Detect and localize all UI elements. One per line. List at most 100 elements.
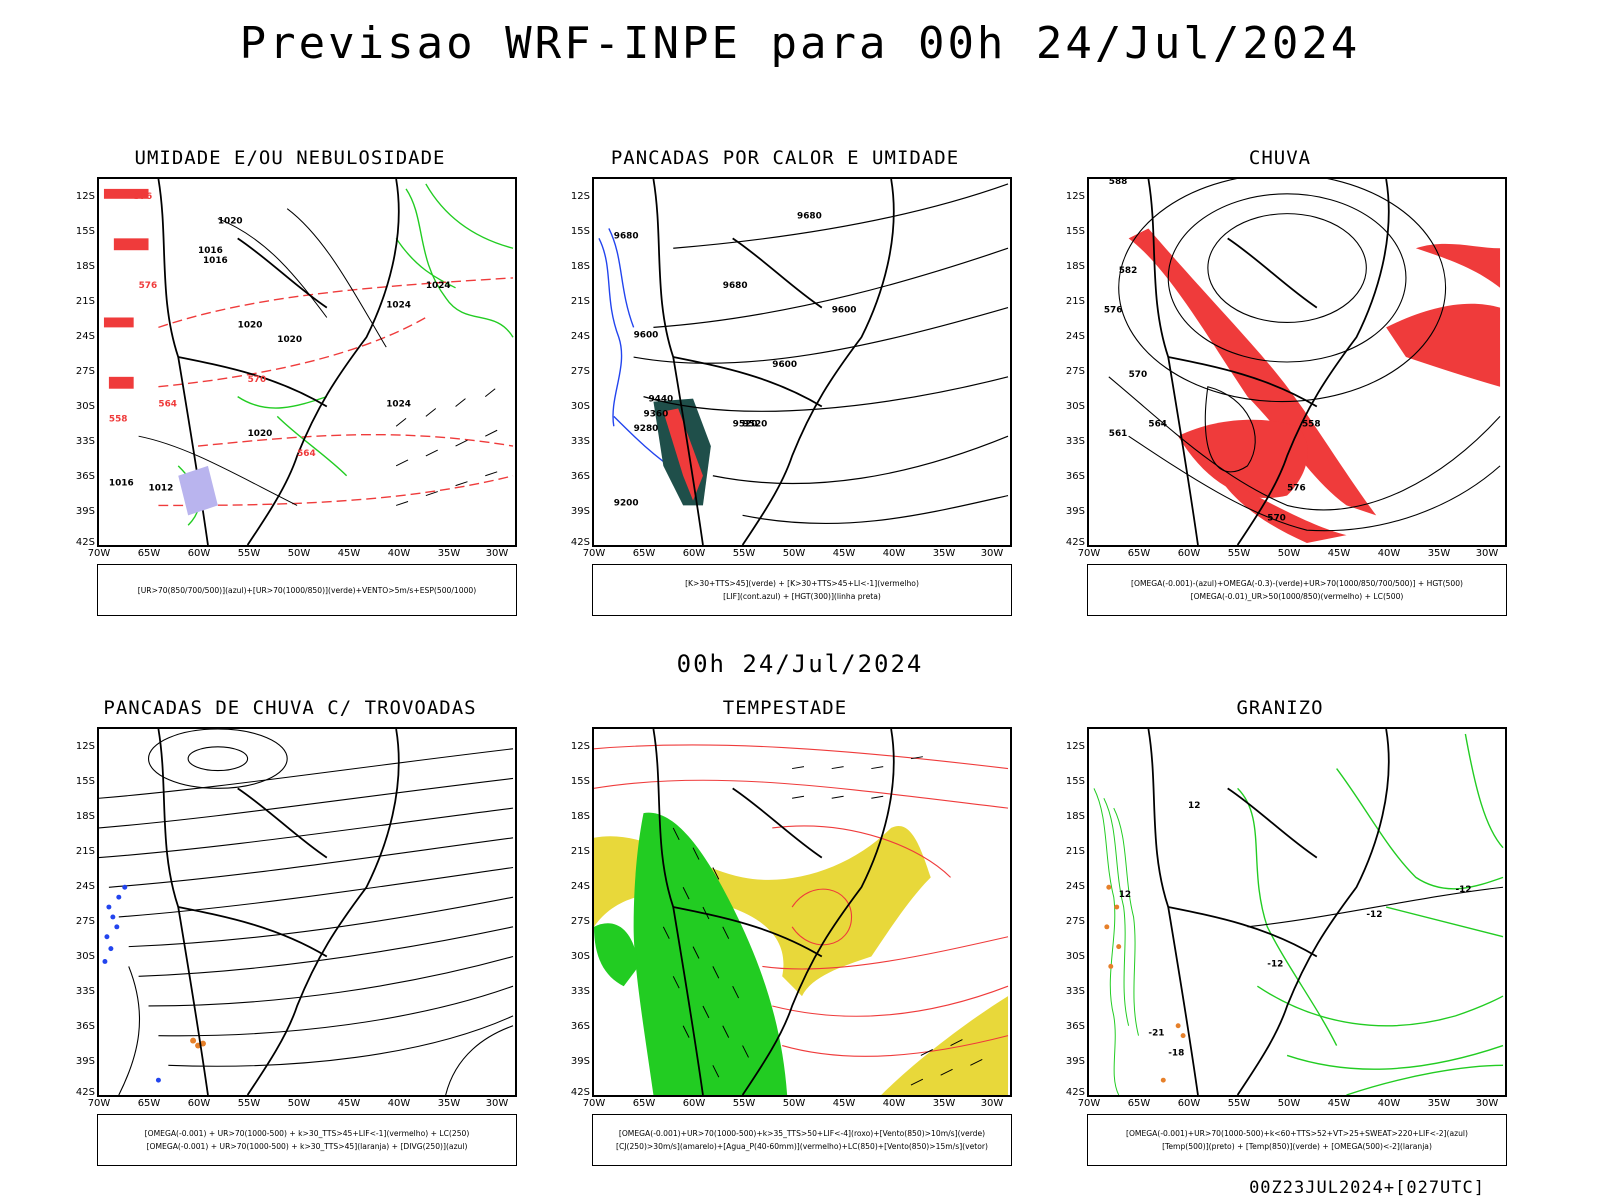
lat-tick: 33S: [1065, 436, 1085, 447]
map-umidade: 1020 1016 1016 1024 1024 1024 1020 1020 1020 1012…: [97, 177, 517, 547]
lat-tick: 18S: [570, 811, 590, 822]
lon-tick: 70W: [1077, 548, 1101, 559]
lon-tick: 65W: [137, 1098, 161, 1109]
lat-tick: 24S: [75, 331, 95, 342]
panel-granizo: GRANIZO: [1040, 697, 1520, 1177]
lat-tick: 12S: [1065, 191, 1085, 202]
map-pancadas-calor: 9680 9680 9680 9600 9600 9520 9440 9360 9280 9200…: [592, 177, 1012, 547]
contour-label: 9600: [634, 330, 659, 340]
contour-label: 570: [1267, 513, 1286, 523]
lon-tick: 35W: [932, 1098, 956, 1109]
lat-tick: 18S: [1065, 811, 1085, 822]
lon-tick: 40W: [882, 1098, 906, 1109]
lat-tick: 42S: [1065, 537, 1085, 548]
lat-tick: 15S: [570, 226, 590, 237]
main-title: Previsao WRF-INPE para 00h 24/Jul/2024: [239, 18, 1361, 69]
legend-line: [LIF](cont.azul) + [HGT(300)](linha pret…: [723, 592, 881, 601]
lon-tick: 60W: [682, 548, 706, 559]
lon-tick: 55W: [732, 1098, 756, 1109]
lon-tick: 55W: [1227, 1098, 1251, 1109]
contour-label: 9600: [772, 360, 797, 370]
lat-tick: 27S: [75, 366, 95, 377]
lon-tick: 35W: [1427, 548, 1451, 559]
panel-title: GRANIZO: [1236, 697, 1324, 719]
panel-pancadas-calor: PANCADAS POR CALOR E UMIDADE: [545, 147, 1025, 627]
lon-tick: 65W: [1127, 1098, 1151, 1109]
lon-tick: 60W: [1177, 1098, 1201, 1109]
contour-label: 9680: [797, 212, 822, 222]
panel-tempestade: TEMPESTADE: [545, 697, 1025, 1177]
contour-label: 558: [1302, 419, 1321, 429]
lon-tick: 65W: [632, 1098, 656, 1109]
map-borders: [1147, 729, 1390, 1095]
contour-label: 9440: [648, 395, 673, 405]
contour-label: 9680: [723, 281, 748, 291]
map-plot-pancadas-calor: 9680 9680 9680 9600 9600 9520 9440 9360 9280 9200…: [598, 179, 1009, 545]
map-plot-pancadas-trovoadas: [99, 729, 514, 1095]
lon-tick: 50W: [782, 548, 806, 559]
lon-tick: 65W: [1127, 548, 1151, 559]
lat-tick: 39S: [570, 506, 590, 517]
lon-tick: 45W: [337, 548, 361, 559]
field-temp500-black: [1247, 886, 1504, 928]
lat-tick: 21S: [75, 296, 95, 307]
contour-label: 1024: [426, 281, 451, 291]
legend-line: [CJ(250)>30m/s](amarelo)+[Agua_P(40-60mm…: [616, 1142, 988, 1151]
map-plot-granizo: -12 -12 -12 12 12 -21 -18: [1093, 729, 1504, 1095]
lon-tick: 70W: [582, 1098, 606, 1109]
lat-tick: 24S: [570, 331, 590, 342]
map-borders: [1147, 179, 1390, 545]
contour-label: 558: [109, 414, 128, 424]
contour-label: 1020: [218, 217, 243, 227]
contour-label: 1020: [277, 335, 302, 345]
field-green-dense: [1093, 788, 1140, 1095]
contour-label: 12: [1188, 801, 1200, 811]
lon-tick: 40W: [1377, 548, 1401, 559]
field-hgt-contours: [1108, 179, 1501, 532]
contour-label: 576: [1287, 484, 1306, 494]
field-red-speckle: [103, 188, 149, 389]
legend-line: [OMEGA(-0.001) + UR>70(1000-500) + k>30_…: [146, 1142, 468, 1151]
legend-line: [OMEGA(-0.001)+UR>70(1000-500)+k<60+TTS>…: [1125, 1129, 1468, 1138]
lon-tick: 30W: [485, 1098, 509, 1109]
lat-tick: 21S: [570, 846, 590, 857]
lat-tick: 27S: [570, 916, 590, 927]
contour-label: 588: [1109, 179, 1128, 187]
lat-tick: 15S: [1065, 226, 1085, 237]
lat-tick: 30S: [75, 951, 95, 962]
lat-tick: 42S: [570, 537, 590, 548]
panel-legend: [OMEGA(-0.001) + UR>70(1000-500) + k>30_…: [97, 1114, 517, 1166]
field-lavender-humidity: [178, 465, 218, 516]
contour-label: -12: [1267, 959, 1283, 969]
field-green-temp850: [1237, 733, 1504, 1095]
panel-title: UMIDADE E/OU NEBULOSIDADE: [134, 147, 446, 169]
map-borders: [652, 729, 895, 1095]
lon-tick: 40W: [882, 548, 906, 559]
contour-label: 1016: [109, 479, 134, 489]
contour-label: 582: [1119, 266, 1138, 276]
contour-label: 9200: [614, 498, 639, 508]
panel-legend: [OMEGA(-0.001)+UR>70(1000-500)+k<60+TTS>…: [1087, 1114, 1507, 1166]
lat-tick: 12S: [75, 191, 95, 202]
field-red-thickness: [158, 277, 514, 507]
lat-tick: 24S: [1065, 881, 1085, 892]
lat-tick: 33S: [570, 436, 590, 447]
lat-tick: 39S: [75, 506, 95, 517]
map-plot-umidade: 1020101610161024102410241020102010201012…: [103, 179, 514, 545]
panel-legend: [UR>70(850/700/500)](azul)+[UR>70(1000/8…: [97, 564, 517, 616]
contour-label: 1024: [386, 400, 411, 410]
lat-tick: 15S: [75, 776, 95, 787]
lat-tick: 21S: [75, 846, 95, 857]
contour-label: 12: [1119, 890, 1131, 900]
field-hgt-contours: [633, 183, 1009, 525]
lon-tick: 35W: [437, 1098, 461, 1109]
lat-tick: 30S: [1065, 401, 1085, 412]
lon-tick: 55W: [732, 548, 756, 559]
lat-tick: 39S: [75, 1056, 95, 1067]
legend-line: [K>30+TTS>45](verde) + [K>30+TTS>45+LI<-…: [685, 579, 919, 588]
lon-tick: 30W: [1475, 1098, 1499, 1109]
lon-tick: 60W: [187, 1098, 211, 1109]
lat-tick: 27S: [1065, 916, 1085, 927]
legend-line: [Temp(500)](preto) + [Temp(850)](verde) …: [1162, 1142, 1432, 1151]
legend-line: [OMEGA(-0.001) + UR>70(1000-500) + k>30_…: [144, 1129, 470, 1138]
